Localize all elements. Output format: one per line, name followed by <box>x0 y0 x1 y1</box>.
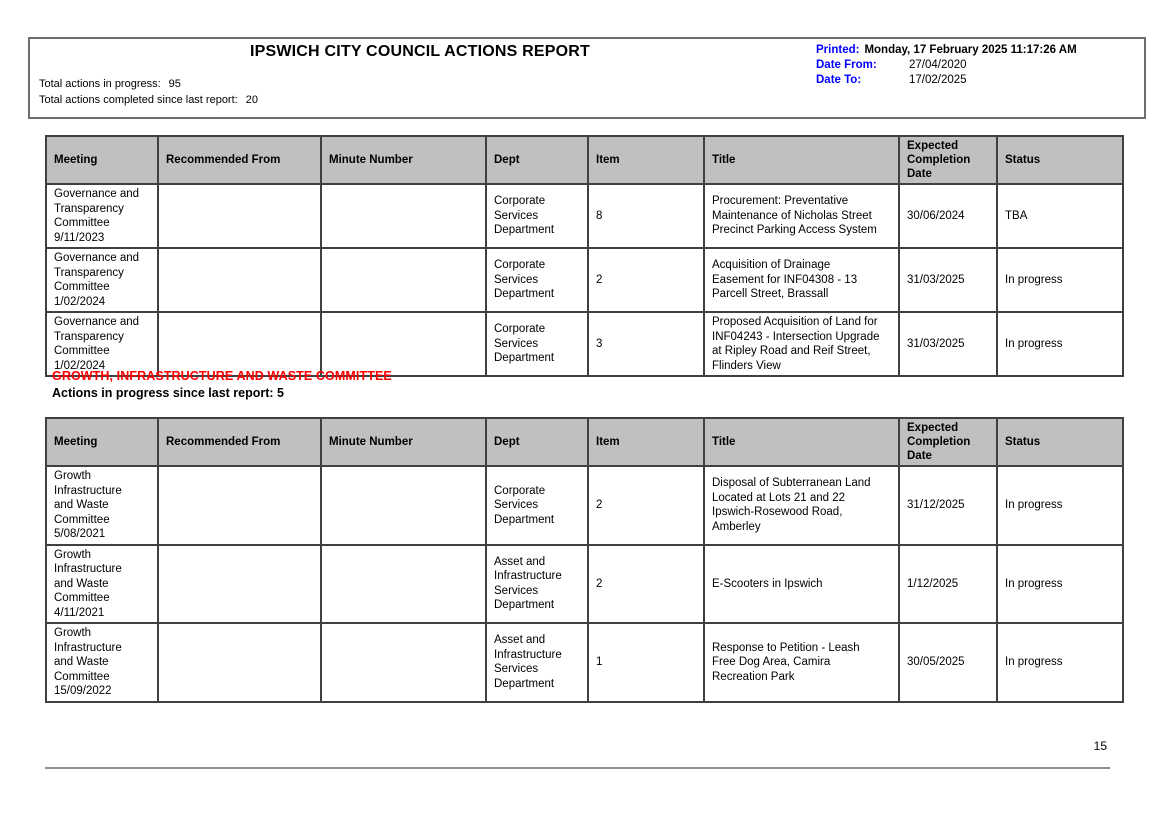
title-cell: Disposal of Subterranean Land Located at… <box>703 465 900 546</box>
date-from-value: 27/04/2020 <box>909 59 967 71</box>
column-header-expected-completion-date: Expected Completion Date <box>898 417 998 467</box>
print-info-block: Printed: Monday, 17 February 2025 11:17:… <box>816 43 1077 88</box>
dept-cell: Asset and Infrastructure Services Depart… <box>485 622 589 703</box>
meeting-cell: Growth Infrastructure and Waste Committe… <box>45 622 159 703</box>
minute-number-cell <box>320 465 487 546</box>
table-row: Growth Infrastructure and Waste Committe… <box>45 622 1124 703</box>
printed-line: Printed: Monday, 17 February 2025 11:17:… <box>816 43 1077 58</box>
column-header-minute-number: Minute Number <box>320 135 487 185</box>
item-cell: 1 <box>587 622 705 703</box>
printed-label: Printed: <box>816 44 860 56</box>
meeting-cell: Governance and Transparency Committee 1/… <box>45 311 159 377</box>
section-heading-growth-infrastructure-waste: GROWTH, INFRASTRUCTURE AND WASTE COMMITT… <box>52 369 392 383</box>
date-to-line: Date To: 17/02/2025 <box>816 73 1077 88</box>
minute-number-cell <box>320 183 487 249</box>
column-header-recommended-from: Recommended From <box>157 135 322 185</box>
governance-actions-table: Meeting Recommended From Minute Number D… <box>45 135 1124 377</box>
total-in-progress-value: 95 <box>168 78 181 90</box>
dept-cell: Corporate Services Department <box>485 247 589 313</box>
column-header-status: Status <box>996 417 1124 467</box>
report-title-wrap: IPSWICH CITY COUNCIL ACTIONS REPORT <box>30 43 810 61</box>
status-cell: In progress <box>996 247 1124 313</box>
status-cell: In progress <box>996 465 1124 546</box>
column-header-minute-number: Minute Number <box>320 417 487 467</box>
recommended-from-cell <box>157 543 322 624</box>
date-from-label: Date From: <box>816 59 877 71</box>
expected-completion-date-cell: 1/12/2025 <box>898 543 998 624</box>
report-header-box: IPSWICH CITY COUNCIL ACTIONS REPORT Prin… <box>28 37 1146 119</box>
recommended-from-cell <box>157 465 322 546</box>
total-in-progress-line: Total actions in progress: 95 <box>39 77 258 93</box>
table-row: Governance and Transparency Committee 1/… <box>45 311 1124 377</box>
total-completed-value: 20 <box>245 93 258 106</box>
recommended-from-cell <box>157 311 322 377</box>
column-header-item: Item <box>587 417 705 467</box>
date-from-line: Date From: 27/04/2020 <box>816 58 1077 73</box>
item-cell: 8 <box>587 183 705 249</box>
printed-value: Monday, 17 February 2025 11:17:26 AM <box>864 44 1077 56</box>
column-header-meeting: Meeting <box>45 135 159 185</box>
minute-number-cell <box>320 247 487 313</box>
item-cell: 3 <box>587 311 705 377</box>
title-cell: Procurement: Preventative Maintenance of… <box>703 183 900 249</box>
status-cell: In progress <box>996 622 1124 703</box>
table-row: Growth Infrastructure and Waste Committe… <box>45 465 1124 546</box>
table-header-row: Meeting Recommended From Minute Number D… <box>45 135 1124 185</box>
expected-completion-date-cell: 30/06/2024 <box>898 183 998 249</box>
status-cell: TBA <box>996 183 1124 249</box>
item-cell: 2 <box>587 543 705 624</box>
date-to-label: Date To: <box>816 74 862 86</box>
total-completed-label: Total actions completed since last repor… <box>39 93 238 106</box>
column-header-title: Title <box>703 417 900 467</box>
total-completed-line: Total actions completed since last repor… <box>39 93 258 109</box>
section-subheading-actions-in-progress: Actions in progress since last report: 5 <box>52 386 285 400</box>
column-header-dept: Dept <box>485 417 589 467</box>
dept-cell: Corporate Services Department <box>485 311 589 377</box>
meeting-cell: Governance and Transparency Committee 9/… <box>45 183 159 249</box>
recommended-from-cell <box>157 183 322 249</box>
footer-rule <box>45 767 1110 769</box>
giw-actions-table: Meeting Recommended From Minute Number D… <box>45 417 1124 703</box>
table-row: Governance and Transparency Committee 9/… <box>45 183 1124 249</box>
expected-completion-date-cell: 30/05/2025 <box>898 622 998 703</box>
column-header-expected-completion-date: Expected Completion Date <box>898 135 998 185</box>
column-header-recommended-from: Recommended From <box>157 417 322 467</box>
column-header-status: Status <box>996 135 1124 185</box>
title-cell: Proposed Acquisition of Land for INF0424… <box>703 311 900 377</box>
column-header-item: Item <box>587 135 705 185</box>
column-header-meeting: Meeting <box>45 417 159 467</box>
expected-completion-date-cell: 31/03/2025 <box>898 311 998 377</box>
meeting-cell: Growth Infrastructure and Waste Committe… <box>45 543 159 624</box>
dept-cell: Corporate Services Department <box>485 183 589 249</box>
table-row: Governance and Transparency Committee 1/… <box>45 247 1124 313</box>
item-cell: 2 <box>587 465 705 546</box>
dept-cell: Asset and Infrastructure Services Depart… <box>485 543 589 624</box>
status-cell: In progress <box>996 543 1124 624</box>
title-cell: Acquisition of Drainage Easement for INF… <box>703 247 900 313</box>
totals-block: Total actions in progress: 95 Total actio… <box>39 77 258 108</box>
meeting-cell: Governance and Transparency Committee 1/… <box>45 247 159 313</box>
report-title: IPSWICH CITY COUNCIL ACTIONS REPORT <box>249 43 591 60</box>
meeting-cell: Growth Infrastructure and Waste Committe… <box>45 465 159 546</box>
page-number: 15 <box>1093 739 1107 753</box>
total-in-progress-label: Total actions in progress: <box>39 78 161 90</box>
title-cell: Response to Petition - Leash Free Dog Ar… <box>703 622 900 703</box>
minute-number-cell <box>320 543 487 624</box>
minute-number-cell <box>320 311 487 377</box>
column-header-title: Title <box>703 135 900 185</box>
table-header-row: Meeting Recommended From Minute Number D… <box>45 417 1124 467</box>
table-row: Growth Infrastructure and Waste Committe… <box>45 543 1124 624</box>
dept-cell: Corporate Services Department <box>485 465 589 546</box>
recommended-from-cell <box>157 247 322 313</box>
recommended-from-cell <box>157 622 322 703</box>
item-cell: 2 <box>587 247 705 313</box>
date-to-value: 17/02/2025 <box>909 74 967 86</box>
expected-completion-date-cell: 31/12/2025 <box>898 465 998 546</box>
expected-completion-date-cell: 31/03/2025 <box>898 247 998 313</box>
minute-number-cell <box>320 622 487 703</box>
status-cell: In progress <box>996 311 1124 377</box>
title-cell: E-Scooters in Ipswich <box>703 543 900 624</box>
column-header-dept: Dept <box>485 135 589 185</box>
